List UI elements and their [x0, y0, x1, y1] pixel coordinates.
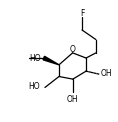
Text: HO: HO — [30, 54, 41, 62]
Text: O: O — [69, 45, 75, 54]
Text: HO: HO — [29, 82, 40, 91]
Polygon shape — [43, 56, 59, 65]
Text: OH: OH — [101, 69, 112, 78]
Text: OH: OH — [67, 95, 79, 104]
Text: F: F — [80, 9, 84, 18]
